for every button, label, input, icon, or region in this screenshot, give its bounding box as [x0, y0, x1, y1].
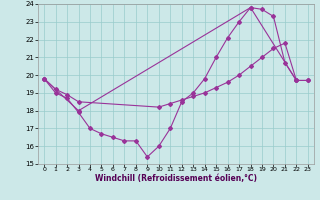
X-axis label: Windchill (Refroidissement éolien,°C): Windchill (Refroidissement éolien,°C): [95, 174, 257, 183]
